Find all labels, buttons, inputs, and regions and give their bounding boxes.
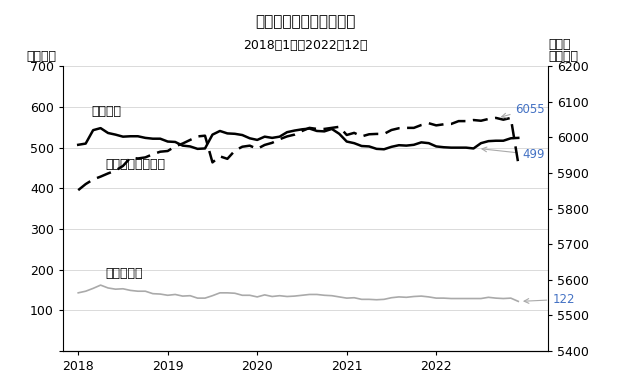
Text: 家族従業者: 家族従業者 bbox=[105, 267, 142, 280]
Text: 雇用者（右目盛）: 雇用者（右目盛） bbox=[105, 158, 165, 171]
Text: 自営業主: 自営業主 bbox=[91, 105, 122, 118]
Text: 従業上の地位別就業者数: 従業上の地位別就業者数 bbox=[255, 14, 356, 29]
Text: 499: 499 bbox=[482, 147, 545, 161]
Text: 122: 122 bbox=[524, 293, 575, 306]
Text: 2018年1月～2022年12月: 2018年1月～2022年12月 bbox=[243, 39, 368, 52]
Text: 6055: 6055 bbox=[501, 103, 545, 118]
Text: （万人）: （万人） bbox=[26, 50, 57, 64]
Text: （万人）: （万人） bbox=[548, 50, 578, 64]
Text: 雇用者: 雇用者 bbox=[548, 38, 571, 51]
